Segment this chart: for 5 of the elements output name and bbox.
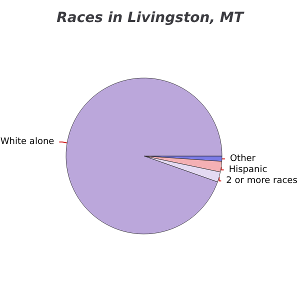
slice-label: Other <box>230 154 256 164</box>
slice-label: White alone <box>0 136 55 147</box>
chart-title: Races in Livingston, MT <box>56 10 245 26</box>
slice-label: 2 or more races <box>226 176 298 186</box>
slice-label: Hispanic <box>228 164 268 175</box>
